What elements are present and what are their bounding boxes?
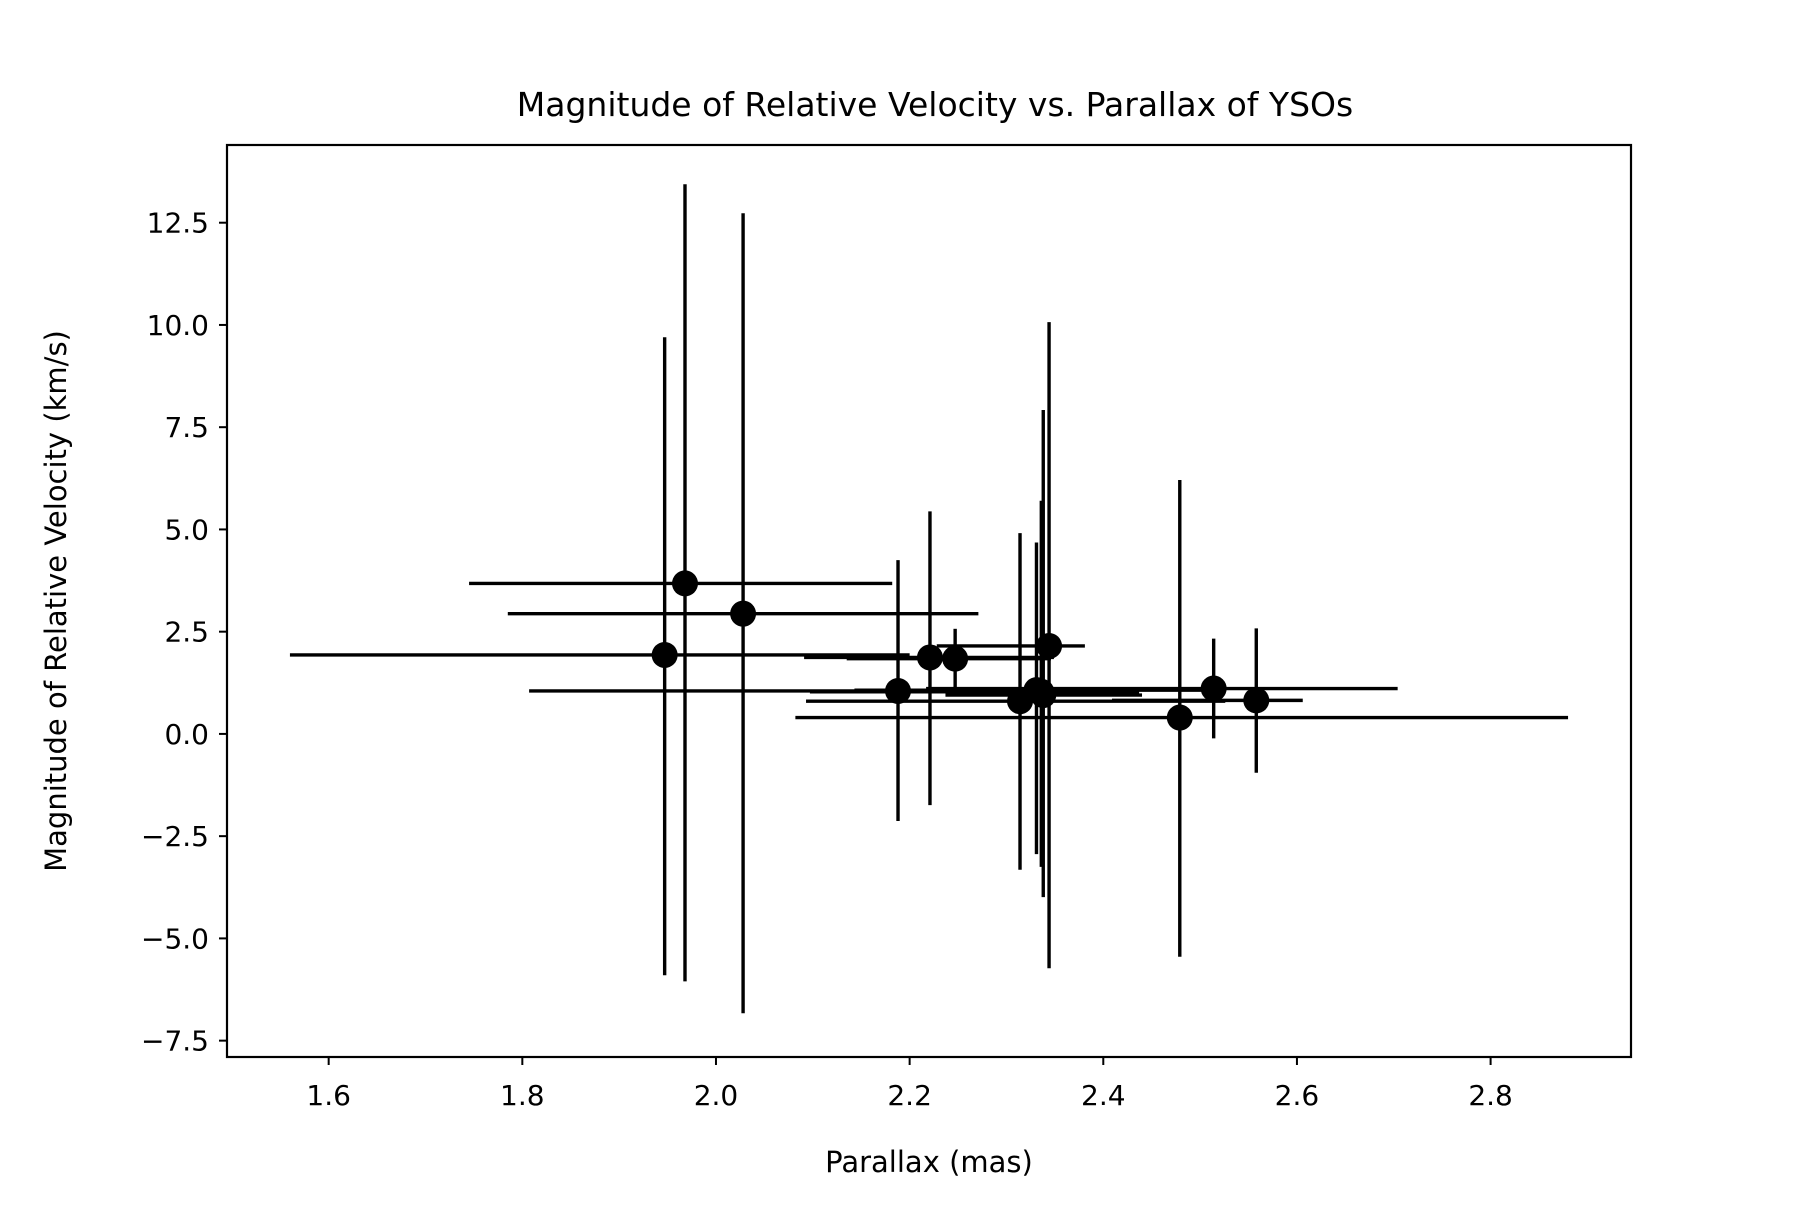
data-point bbox=[942, 645, 969, 672]
y-tick-label: 5.0 bbox=[164, 513, 209, 546]
data-point bbox=[1200, 675, 1227, 702]
y-tick-label: 10.0 bbox=[147, 309, 209, 342]
data-point bbox=[1036, 632, 1063, 659]
data-point bbox=[1243, 687, 1270, 714]
x-tick-label: 1.8 bbox=[500, 1079, 545, 1112]
y-axis-ticks: −7.5 −5.0 −2.5 0.0 2.5 5.0 7.5 10.0 12.5 bbox=[141, 207, 227, 1058]
y-axis-label: Magnitude of Relative Velocity (km/s) bbox=[39, 330, 73, 872]
x-axis-label: Parallax (mas) bbox=[825, 1145, 1033, 1179]
x-tick-label: 2.8 bbox=[1468, 1079, 1513, 1112]
x-tick-label: 2.6 bbox=[1275, 1079, 1320, 1112]
x-tick-label: 1.6 bbox=[306, 1079, 351, 1112]
y-tick-label: −5.0 bbox=[141, 922, 209, 955]
data-point bbox=[916, 644, 943, 671]
data-point bbox=[730, 600, 757, 627]
data-point bbox=[1166, 704, 1193, 731]
plot-area-frame bbox=[225, 143, 1633, 1059]
y-tick-label: 12.5 bbox=[147, 207, 209, 240]
y-tick-label: 7.5 bbox=[164, 411, 209, 444]
data-point bbox=[651, 641, 678, 668]
chart-title: Magnitude of Relative Velocity vs. Paral… bbox=[517, 85, 1353, 124]
data-point bbox=[671, 570, 698, 597]
x-tick-label: 2.0 bbox=[694, 1079, 739, 1112]
x-axis-ticks: 1.6 1.8 2.0 2.2 2.4 2.6 2.8 bbox=[306, 1057, 1513, 1112]
data-point bbox=[885, 677, 912, 704]
data-point bbox=[1030, 682, 1057, 709]
y-tick-label: −2.5 bbox=[141, 820, 209, 853]
x-tick-label: 2.2 bbox=[887, 1079, 932, 1112]
plot-marks bbox=[289, 184, 1569, 1014]
y-tick-label: 2.5 bbox=[164, 616, 209, 649]
y-tick-label: 0.0 bbox=[164, 718, 209, 751]
x-tick-label: 2.4 bbox=[1081, 1079, 1126, 1112]
y-tick-label: −7.5 bbox=[141, 1025, 209, 1058]
